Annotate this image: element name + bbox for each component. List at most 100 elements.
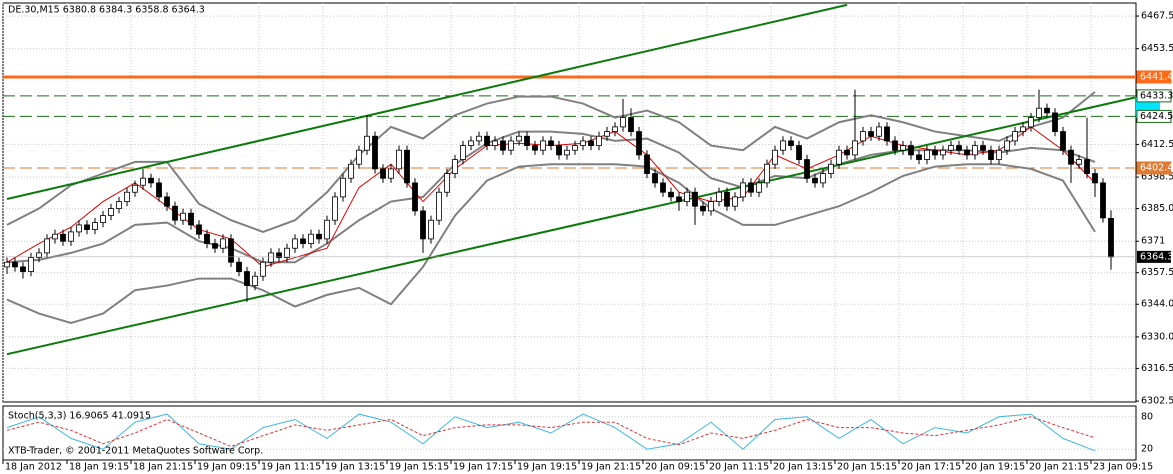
candle-body xyxy=(636,131,642,156)
candle-body xyxy=(556,145,562,156)
stoch-pane xyxy=(2,405,1137,461)
x-tick-label: 23 Jan 09:15 xyxy=(1093,462,1153,473)
copyright: XTB-Trader, © 2001-2011 MetaQuotes Softw… xyxy=(8,446,263,457)
candle-body xyxy=(812,177,818,184)
candle-body xyxy=(772,149,778,165)
candle-body xyxy=(204,233,210,244)
candle-body xyxy=(836,149,842,165)
plot-layer: 6467.5 6453.5 6412.5 6398.5 6385.0 6371 6357.5… xyxy=(2,3,1173,473)
candle-body xyxy=(500,140,506,151)
candle-body xyxy=(12,261,18,268)
candle-body xyxy=(588,140,594,146)
stoch-label: Stoch(5,3,3) 16.9065 41.0915 xyxy=(8,411,151,422)
candle-body xyxy=(404,149,410,184)
indicator-line xyxy=(6,163,1096,324)
y-tick-label: 6316.5 xyxy=(1141,363,1173,374)
candle-body xyxy=(44,238,50,254)
candle-body xyxy=(572,145,578,151)
candle-body xyxy=(1076,159,1082,165)
candle-body xyxy=(788,140,794,146)
y-tick-label: 6330.0 xyxy=(1141,331,1173,342)
x-tick-label: 19 Jan 21:15 xyxy=(581,462,641,473)
candle-body xyxy=(628,117,634,132)
candle-body xyxy=(596,135,602,146)
candle-body xyxy=(604,131,610,137)
candle-body xyxy=(564,149,570,156)
candle-body xyxy=(548,140,554,146)
candle-body xyxy=(580,140,586,146)
candle-body xyxy=(420,210,426,240)
x-tick-label: 20 Jan 19:15 xyxy=(965,462,1025,473)
candle-body xyxy=(884,126,890,142)
candle-body xyxy=(268,252,274,263)
x-tick-label: 20 Jan 09:15 xyxy=(645,462,705,473)
level-label: 6441.4 xyxy=(1140,71,1173,82)
x-tick-label: 20 Jan 13:15 xyxy=(773,462,833,473)
candle-body xyxy=(1060,131,1066,151)
stoch-tick-label: 80 xyxy=(1141,411,1153,422)
candle-body xyxy=(332,196,338,221)
level-tag xyxy=(1136,161,1172,175)
candle-body xyxy=(372,135,378,170)
candle-body xyxy=(764,163,770,184)
candle-body xyxy=(324,219,330,240)
candle-body xyxy=(476,135,482,142)
candle-body xyxy=(652,173,658,184)
candle-body xyxy=(660,182,666,193)
candle-body xyxy=(908,145,914,156)
candle-body xyxy=(172,205,178,221)
y-tick-label: 6357.5 xyxy=(1141,267,1173,278)
candle-body xyxy=(252,275,258,286)
candle-body xyxy=(52,233,58,240)
candle-body xyxy=(284,247,290,258)
y-tick-label: 6398.5 xyxy=(1141,172,1173,183)
candle-body xyxy=(92,222,98,230)
candle-body xyxy=(20,266,26,272)
candle-body xyxy=(28,257,34,272)
candle-body xyxy=(316,233,322,240)
candle-body xyxy=(980,145,986,151)
candle-body xyxy=(796,145,802,160)
candle-body xyxy=(300,238,306,244)
candle-body xyxy=(348,163,354,179)
candle-body xyxy=(276,252,282,258)
candle-body xyxy=(676,196,682,202)
candle-body xyxy=(1044,107,1050,114)
trend-line xyxy=(6,96,1136,356)
candle-body xyxy=(492,140,498,146)
candle-body xyxy=(876,126,882,137)
candle-body xyxy=(412,182,418,212)
candle-body xyxy=(668,191,674,198)
candle-body xyxy=(844,149,850,156)
candle-body xyxy=(988,149,994,160)
candle-body xyxy=(308,233,314,244)
x-tick-label: 20 Jan 11:15 xyxy=(709,462,769,473)
candle-body xyxy=(108,208,114,216)
candle-body xyxy=(364,135,370,151)
x-tick-label: 18 Jan 19:15 xyxy=(69,462,129,473)
candle-body xyxy=(828,163,834,174)
stoch-line xyxy=(6,416,1096,448)
candle-body xyxy=(84,224,90,230)
level-label: 6424.5 xyxy=(1140,111,1173,122)
y-tick-label: 6371 xyxy=(1141,236,1165,247)
candle-body xyxy=(116,201,122,209)
candle-body xyxy=(516,135,522,142)
candle-body xyxy=(140,177,146,186)
x-tick-label: 18 Jan 2012 xyxy=(5,462,62,473)
candle-body xyxy=(164,196,170,207)
candle-body xyxy=(620,117,626,128)
candle-body xyxy=(524,135,530,146)
level-tag xyxy=(1136,89,1172,103)
y-tick-label: 6344.0 xyxy=(1141,299,1173,310)
candle-body xyxy=(508,140,514,151)
candle-body xyxy=(692,191,698,207)
candle-body xyxy=(644,154,650,174)
candle-body xyxy=(1052,112,1058,132)
candle-body xyxy=(940,149,946,156)
candle-body xyxy=(388,168,394,179)
candle-body xyxy=(180,212,186,221)
level-label: 6402.4 xyxy=(1140,162,1173,173)
candle-body xyxy=(68,231,74,242)
candle-body xyxy=(948,145,954,151)
